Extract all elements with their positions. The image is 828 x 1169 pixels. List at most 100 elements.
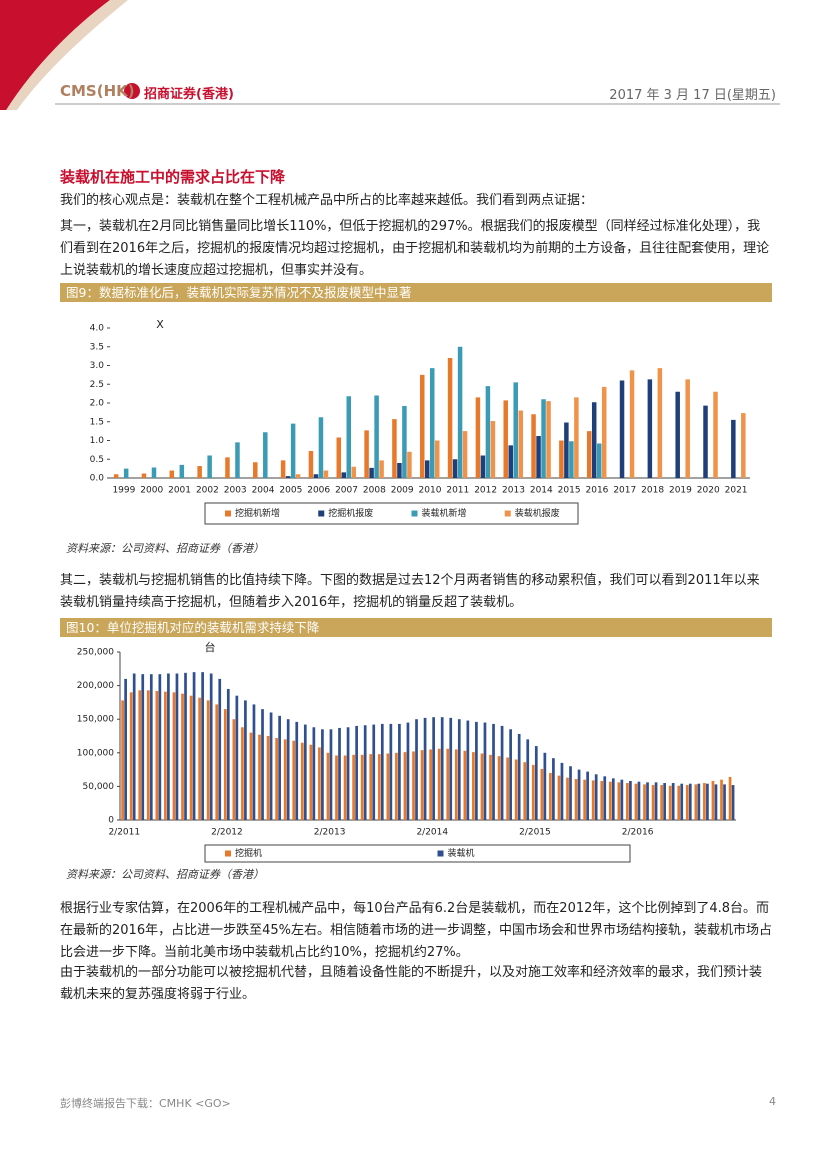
bar [377,754,381,820]
bar [617,782,621,820]
y-tick-label: 0.5 [90,455,104,465]
bar [201,672,204,820]
bar [552,758,555,820]
y-tick-label: 4.0 [90,324,105,334]
bar [531,414,536,478]
bar [407,451,412,478]
bar [121,700,124,820]
bar [452,459,458,478]
bar [596,443,602,478]
bar [711,781,715,820]
section-heading: 装载机在施工中的需求占比在下降 [60,168,286,186]
bar [303,724,307,820]
company-name: 招商证券(香港) [144,87,234,102]
bar [454,749,458,820]
date: 2017 年 3 月 17 日(星期五) [609,88,776,103]
x-tick-label: 2006 [307,486,330,496]
bar [318,417,324,478]
bar [123,468,129,478]
bar [557,775,561,820]
x-tick-label: 2/2011 [108,828,140,838]
legend-box [204,844,631,863]
bar [680,783,684,820]
bar [232,719,236,820]
bar [218,678,222,820]
bar [269,712,273,820]
bar [569,441,574,478]
bar [723,784,726,820]
x-tick-label: 2001 [168,486,191,496]
bar [374,395,379,478]
bar [175,673,179,820]
chart: 0 50,000 100,000 150,000 200,000 250,000 台 2/20… [77,640,736,863]
x-tick-label: 2008 [363,486,386,496]
bar [660,785,663,820]
bar [574,397,579,478]
logo: CMS(HK) [60,82,135,100]
x-tick-label: 2016 [586,486,609,496]
bar [312,727,316,820]
x-tick-label: 2/2014 [416,828,448,838]
x-tick-label: 2009 [391,486,414,496]
bar [475,397,481,478]
bar [215,704,219,820]
legend-swatch [411,510,418,517]
bar [480,753,484,820]
bar [741,413,746,478]
bar [489,754,492,820]
y-tick-label: 1.5 [90,417,104,427]
bar [549,772,552,820]
x-tick-label: 2/2016 [622,828,654,838]
bar [295,721,299,820]
bar [138,690,142,820]
legend-swatch [225,510,231,517]
bar [395,752,398,820]
bar [406,722,410,820]
bar [703,405,708,478]
bar [541,399,546,478]
bar [346,396,352,478]
bar [149,674,153,820]
y-tick-label: 0 [108,816,114,826]
bar [249,732,253,820]
bar [490,421,496,478]
annotation: X [156,318,164,331]
bar [292,740,296,820]
bar [463,750,467,820]
bar [266,736,270,820]
bar [206,700,210,820]
swoosh-shade [6,0,128,110]
bar [169,470,175,478]
x-tick-label: 2012 [474,486,497,496]
bar [275,738,278,820]
bar [113,474,119,478]
bar [235,695,239,820]
bar [141,674,145,820]
bar [329,729,333,820]
legend-label: 挖掘机报废 [328,507,373,519]
bar [677,785,681,820]
bar [608,781,612,820]
bar [480,455,486,478]
bar [536,436,541,478]
bar [326,752,330,820]
x-tick-label: 2010 [419,486,442,496]
bar [343,755,347,820]
bar [574,779,578,820]
bar [425,460,430,478]
bar [697,783,701,820]
y-tick-label: 100,000 [77,748,114,758]
bar [577,769,581,820]
bar [457,346,463,478]
x-tick-label: 2017 [613,486,636,496]
bar [309,744,313,820]
bar [346,727,350,820]
bar [352,754,355,820]
bar [321,729,324,820]
bar [360,754,364,820]
bar [492,723,495,820]
figure-caption: 图10：单位挖掘机对应的装载机需求持续下降 [60,618,772,637]
chart: 0.0 0.5 1.0 1.5 2.0 2.5 3.0 3.5 4.0 X 1999 2000 2001… [90,318,750,525]
bar [651,785,655,820]
